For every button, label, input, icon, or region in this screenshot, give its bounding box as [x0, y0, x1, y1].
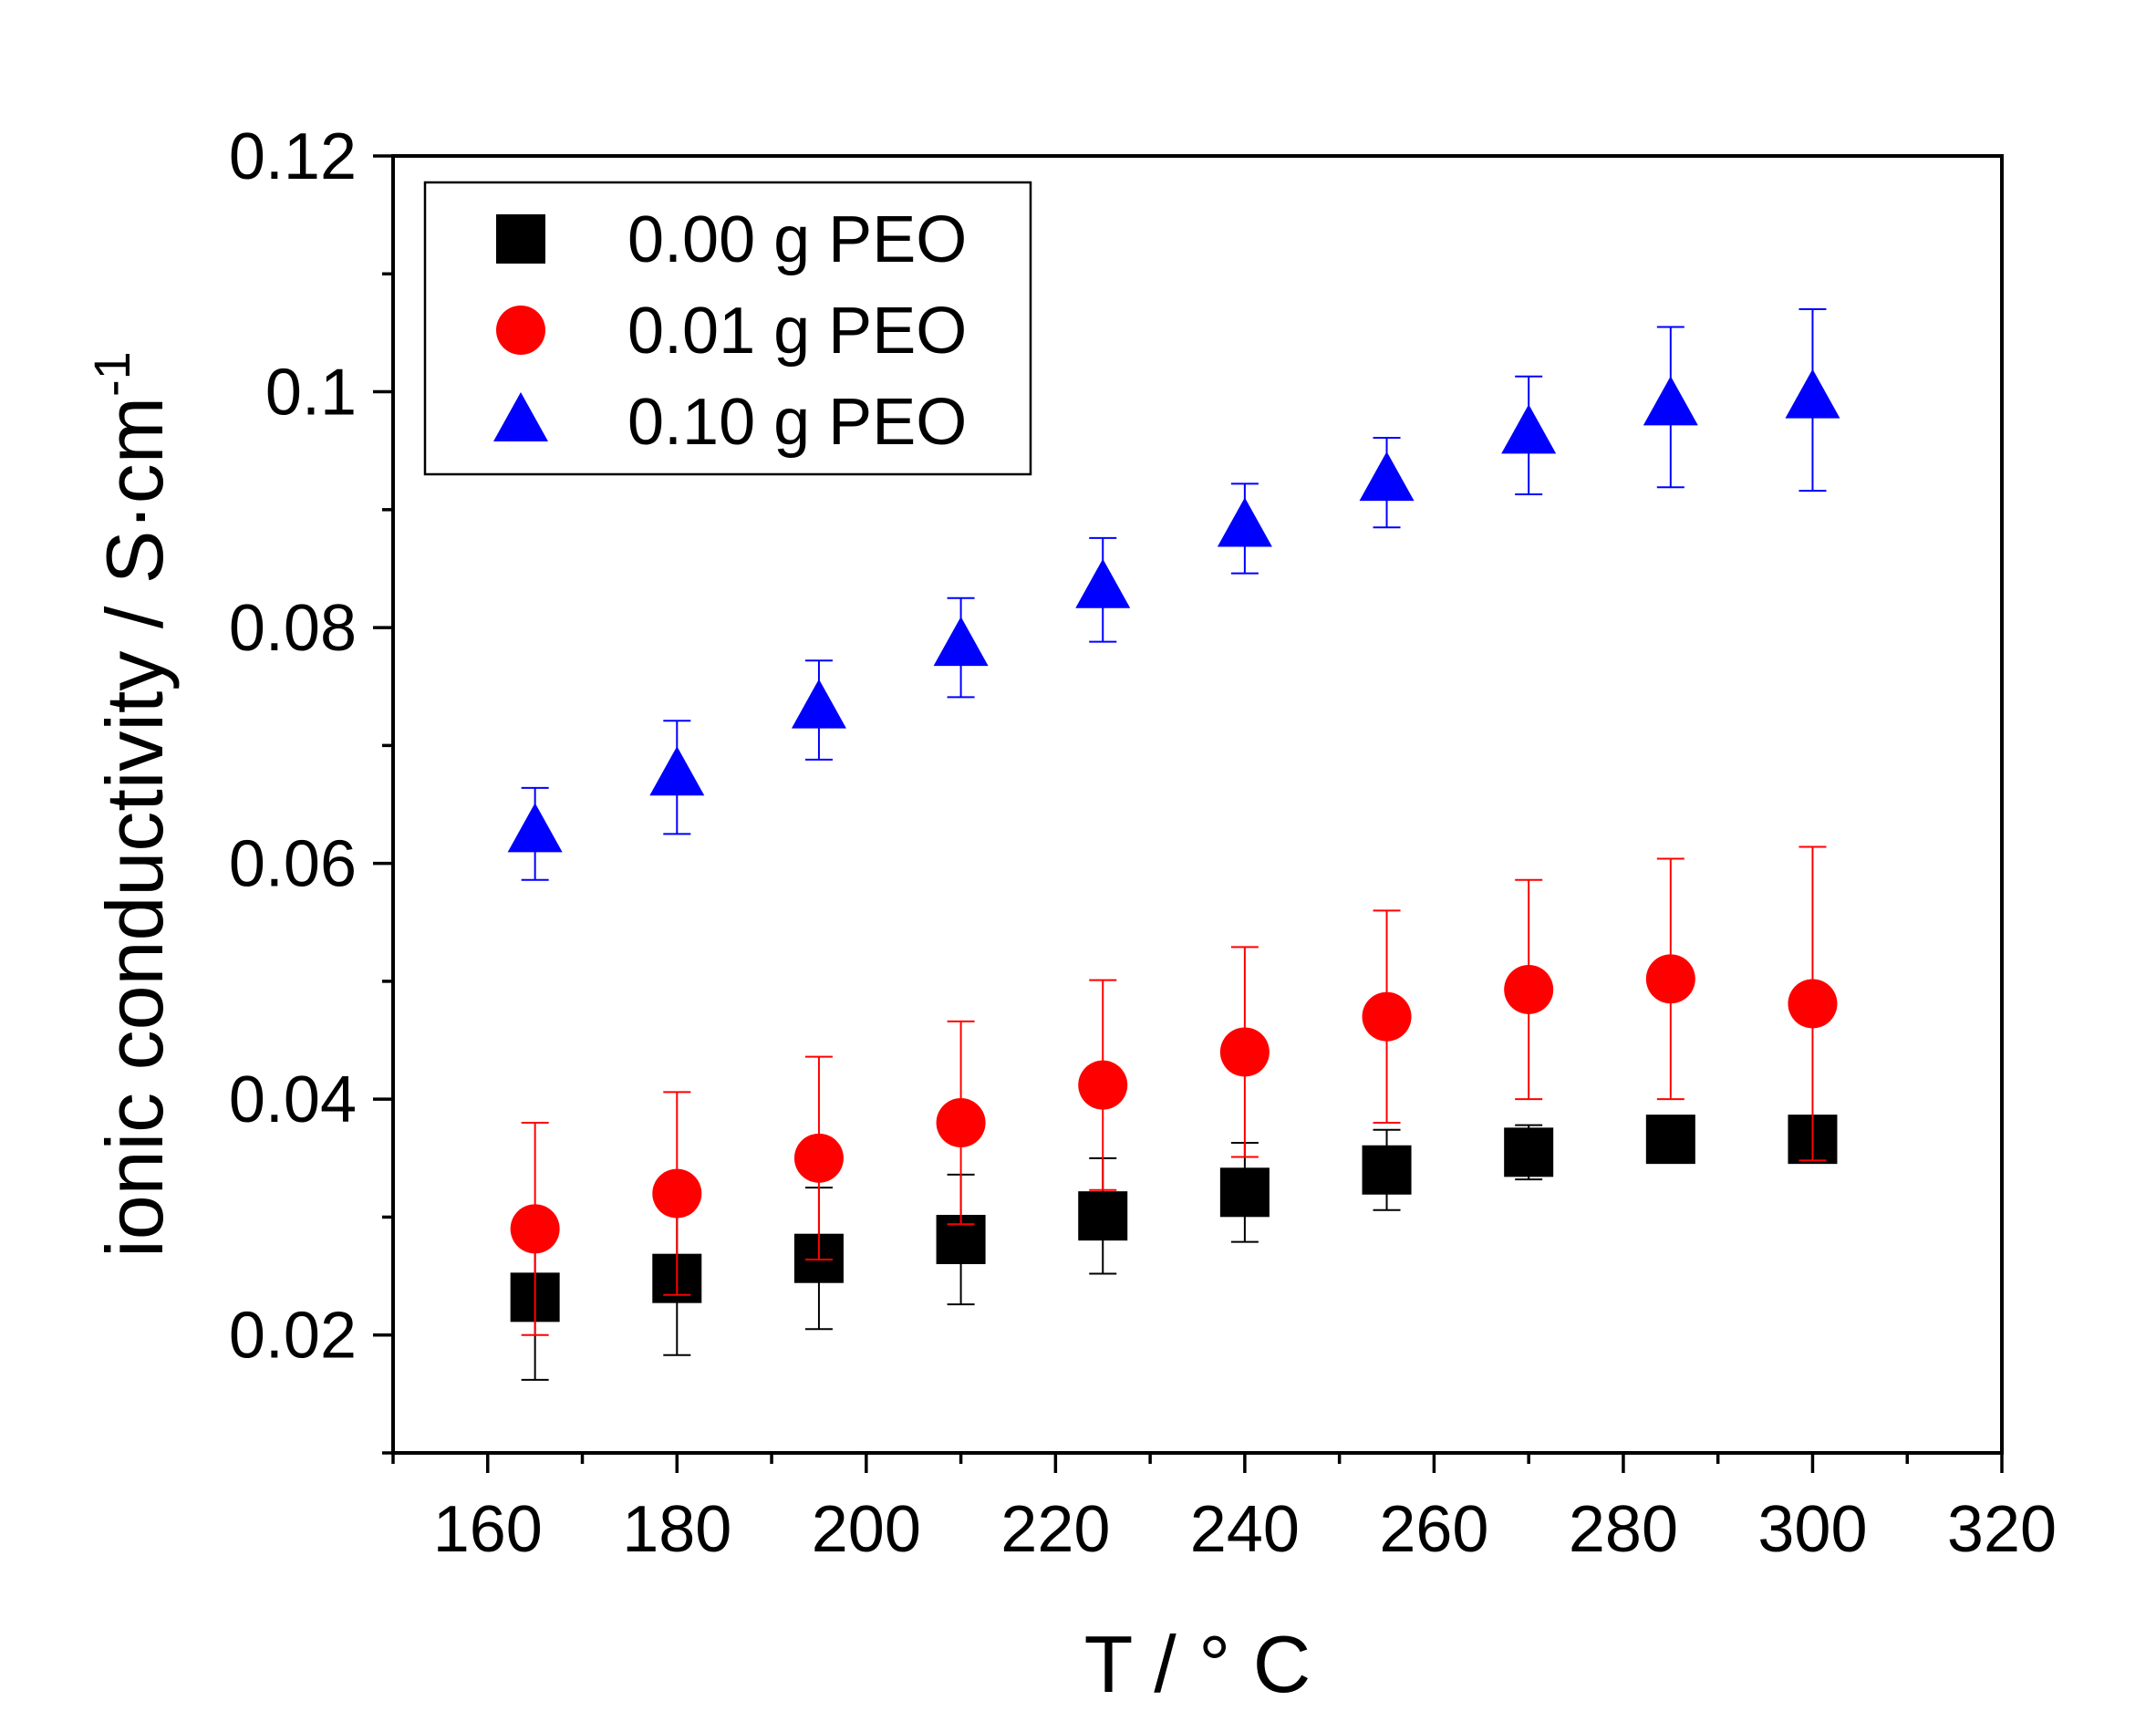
series-triangle — [507, 308, 1840, 881]
data-point — [507, 803, 563, 853]
plot-frame — [391, 154, 2004, 1455]
data-point — [1219, 1167, 1270, 1218]
data-point — [1075, 558, 1131, 608]
series-circle — [510, 845, 1838, 1336]
data-point — [1504, 964, 1554, 1014]
x-tick-label: 240 — [1190, 1493, 1300, 1566]
legend-marker — [493, 392, 548, 441]
data-point — [1785, 368, 1840, 419]
y-axis-title: ionic conductivity / S·cm-1 — [83, 351, 180, 1258]
data-point — [793, 1133, 844, 1183]
data-point — [1078, 1060, 1128, 1110]
data-point — [791, 679, 846, 729]
legend-label: 0.00 g PEO — [627, 203, 967, 276]
y-tick-label: 0.08 — [229, 592, 357, 665]
legend: 0.00 g PEO 0.01 g PEO 0.10 g PEO — [423, 181, 1032, 476]
data-point — [1504, 1127, 1554, 1177]
data-point — [652, 1168, 702, 1219]
x-tick-label: 200 — [812, 1493, 921, 1566]
y-axis-title-exponent: -1 — [83, 351, 140, 397]
data-point — [1219, 1027, 1270, 1077]
x-axis: 160 180 200 220 240 260 280 300 320 — [391, 1453, 2057, 1566]
data-point — [1217, 497, 1272, 547]
legend-marker — [496, 214, 545, 264]
data-point — [1645, 954, 1695, 1004]
x-tick-label: 300 — [1757, 1493, 1867, 1566]
x-tick-label: 180 — [622, 1493, 731, 1566]
y-tick-label: 0.02 — [229, 1300, 357, 1373]
x-tick-label: 220 — [1000, 1493, 1110, 1566]
data-point — [1359, 451, 1415, 502]
legend-marker — [496, 306, 545, 355]
legend-label: 0.01 g PEO — [627, 295, 967, 368]
plot-border — [391, 154, 2004, 1455]
x-axis-title: T / ° C — [1084, 1619, 1311, 1709]
data-point — [1078, 1191, 1128, 1241]
x-tick-label: 320 — [1947, 1493, 2057, 1566]
series-square — [510, 1115, 1838, 1381]
x-tick-label: 160 — [433, 1493, 543, 1566]
data-series — [507, 308, 1840, 1381]
data-point — [649, 746, 705, 796]
y-axis-title-group: ionic conductivity / S·cm-1 — [83, 351, 180, 1258]
data-point — [1645, 1115, 1695, 1165]
data-point — [1362, 1145, 1412, 1195]
y-tick-label: 0.04 — [229, 1063, 357, 1136]
y-axis-title-main: ionic conductivity / S·cm — [89, 397, 180, 1258]
data-point — [933, 617, 989, 667]
data-point — [1788, 979, 1838, 1029]
y-axis: 0.02 0.04 0.06 0.08 0.1 0.12 — [229, 120, 393, 1455]
data-point — [936, 1098, 986, 1148]
data-point — [1643, 376, 1698, 426]
x-tick-label: 280 — [1569, 1493, 1678, 1566]
y-tick-label: 0.12 — [229, 120, 357, 193]
data-point — [510, 1204, 560, 1254]
y-tick-label: 0.1 — [265, 357, 357, 430]
y-tick-label: 0.06 — [229, 828, 357, 901]
x-tick-label: 260 — [1379, 1493, 1488, 1566]
data-point — [1362, 991, 1412, 1042]
legend-label: 0.10 g PEO — [627, 386, 967, 459]
data-point — [1501, 404, 1557, 454]
